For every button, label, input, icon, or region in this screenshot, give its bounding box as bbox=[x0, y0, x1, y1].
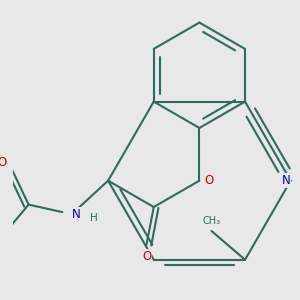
Text: O: O bbox=[142, 250, 151, 262]
Text: H: H bbox=[90, 213, 98, 223]
Text: CH₃: CH₃ bbox=[202, 216, 220, 226]
Text: O: O bbox=[204, 174, 214, 187]
Text: N: N bbox=[281, 174, 290, 187]
Text: O: O bbox=[0, 156, 6, 169]
Text: N: N bbox=[72, 208, 81, 221]
